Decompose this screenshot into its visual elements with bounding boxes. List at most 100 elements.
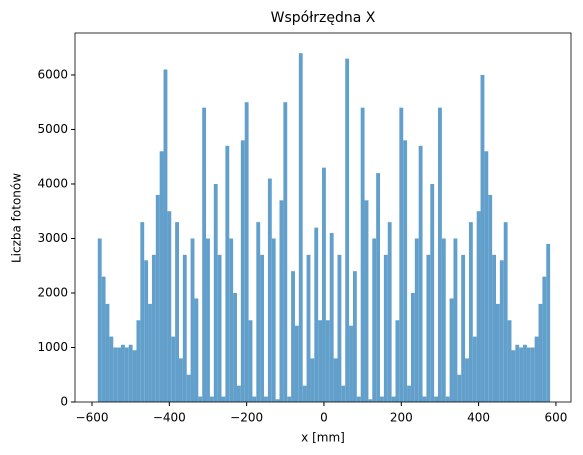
bar — [233, 292, 237, 402]
bar — [472, 336, 477, 402]
bar — [113, 347, 118, 402]
bar — [530, 347, 535, 402]
bar — [155, 194, 160, 402]
bar — [283, 102, 288, 403]
bar — [306, 254, 311, 402]
bar — [252, 396, 257, 402]
bar — [240, 140, 245, 402]
bar — [206, 238, 210, 402]
bar — [260, 254, 265, 402]
x-tick-label: 0 — [320, 411, 328, 425]
bar — [345, 58, 350, 402]
plot-frame — [74, 32, 572, 403]
bar — [422, 396, 427, 402]
bar — [167, 211, 172, 402]
bar — [395, 320, 400, 402]
bar — [356, 396, 361, 402]
y-tick-label: 3000 — [37, 231, 68, 245]
bar — [391, 396, 396, 402]
x-tick-label: 600 — [544, 411, 567, 425]
bar — [438, 107, 442, 402]
x-axis-label: x [mm] — [301, 431, 345, 445]
bar — [407, 385, 411, 402]
bar — [121, 344, 125, 402]
bar — [202, 107, 207, 402]
bar — [136, 320, 141, 402]
bar — [503, 222, 508, 402]
chart-title: Współrzędna X — [271, 10, 376, 26]
bar — [538, 303, 543, 402]
x-tick-label: −200 — [230, 411, 263, 425]
bar — [515, 344, 520, 402]
bar — [414, 238, 419, 402]
y-tick-label: 2000 — [37, 285, 68, 299]
bar — [457, 374, 462, 402]
bar — [144, 260, 149, 402]
bar — [101, 276, 106, 402]
bar — [511, 350, 516, 402]
bar — [403, 140, 408, 402]
bar — [496, 303, 500, 402]
bar — [399, 107, 404, 402]
x-tick-label: 400 — [467, 411, 490, 425]
bar — [507, 320, 512, 402]
bar — [314, 227, 319, 402]
bar — [128, 344, 133, 402]
bar — [349, 325, 353, 402]
bar — [294, 325, 299, 402]
bar — [480, 74, 485, 402]
bar — [236, 385, 241, 402]
bar — [225, 145, 230, 403]
bar — [341, 385, 346, 402]
bar — [97, 238, 102, 402]
bar — [217, 254, 222, 402]
bar — [256, 222, 261, 402]
bar — [244, 102, 249, 403]
bar — [519, 347, 524, 402]
bar — [109, 336, 114, 402]
bar — [213, 183, 218, 402]
bar — [484, 151, 489, 402]
bar — [376, 173, 381, 402]
bar — [117, 347, 122, 402]
bar — [465, 358, 469, 402]
bar — [171, 336, 176, 402]
y-tick-label: 6000 — [37, 67, 68, 81]
bar — [360, 107, 365, 402]
bar — [453, 238, 458, 402]
x-tick-label: 200 — [390, 411, 413, 425]
bar — [275, 399, 280, 402]
bar — [229, 238, 234, 402]
bar — [441, 238, 446, 402]
bar — [534, 336, 539, 402]
bar — [468, 222, 473, 402]
bar — [380, 396, 384, 402]
bar — [488, 194, 493, 402]
bar — [352, 271, 357, 402]
bar — [523, 344, 527, 402]
bar — [221, 396, 226, 402]
x-tick-label: −400 — [153, 411, 186, 425]
bar — [310, 358, 315, 402]
bar — [298, 53, 303, 403]
bar — [182, 254, 187, 402]
bar — [322, 167, 326, 402]
bar — [449, 298, 454, 402]
bar — [383, 254, 388, 402]
bar — [190, 238, 195, 402]
bar — [151, 254, 156, 402]
y-axis-label: Liczba fotonów — [10, 173, 24, 263]
bar — [186, 374, 191, 402]
bar — [194, 298, 199, 402]
y-tick-label: 0 — [60, 395, 68, 409]
bar — [209, 396, 214, 402]
bar — [198, 396, 203, 402]
bar — [368, 399, 373, 402]
bar — [546, 243, 551, 402]
bar — [461, 254, 466, 402]
bar — [526, 347, 531, 402]
bar — [542, 276, 547, 402]
bar — [267, 178, 272, 402]
bar — [387, 222, 392, 402]
